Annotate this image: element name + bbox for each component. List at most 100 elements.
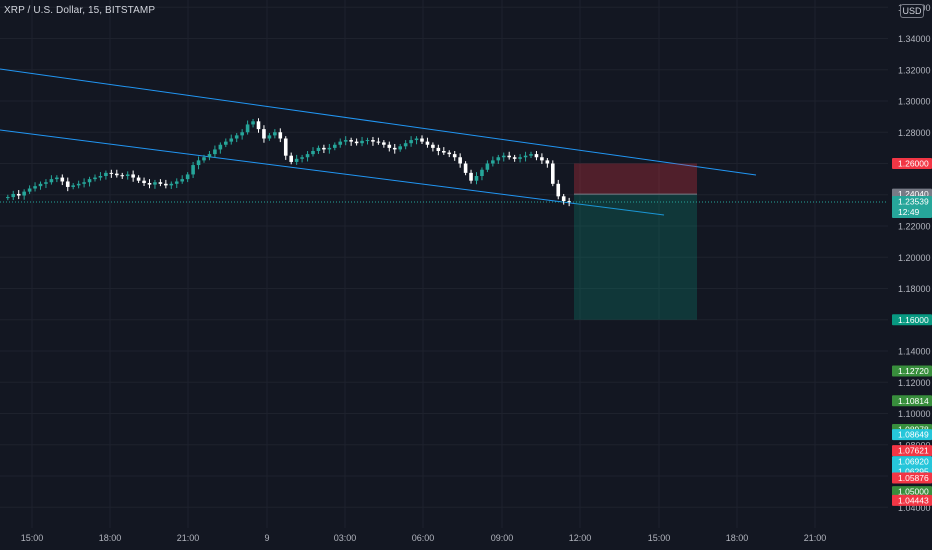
candle-body [104,172,108,176]
candle [354,138,359,146]
candle [65,177,70,192]
candle-body [327,147,332,150]
channel-lower-line[interactable] [0,129,665,216]
candle-body [196,160,201,166]
price-tick-label: 1.12000 [898,378,931,388]
price-tag-label: 1.24040 [898,189,929,199]
candle-body [87,179,92,183]
take-profit-zone[interactable] [574,194,697,320]
candle-body [458,157,462,164]
channel-upper-line[interactable] [0,68,757,176]
candle [387,141,392,152]
symbol-title[interactable]: XRP / U.S. Dollar, 15, BITSTAMP [4,5,156,16]
candle [507,151,511,160]
candle [240,129,244,140]
candle-body [44,182,48,184]
stop-loss-zone[interactable] [574,163,697,195]
candle-body [425,141,430,145]
candle-body [463,163,468,173]
candle [213,145,217,158]
candle [120,172,125,179]
time-axis[interactable]: 15:00 18:00 21:00 9 03:00 06:00 09:00 12:00 15:0… [0,528,888,550]
price-tag-label: 1.04443 [898,495,929,505]
candle-body [224,141,228,145]
candle-body [360,140,364,144]
short-position-tool[interactable] [574,163,697,320]
trend-channel[interactable] [0,68,757,216]
candle-body [180,179,184,182]
price-tag-label: 1.12720 [898,366,929,376]
candle-body [305,154,310,158]
price-tag-box [892,195,932,218]
price-tag-box [892,486,932,498]
candle-body [240,132,244,136]
candle [365,137,370,145]
candle [289,152,293,165]
price-tag-label: 1.16000 [898,315,929,325]
candle-body [22,191,26,196]
candle [256,118,261,133]
candle-body [540,157,544,161]
candle-body [283,138,288,156]
candle-body [213,149,217,155]
candle-body [218,144,223,150]
price-tick-label: 1.04000 [898,503,931,513]
candle [529,151,533,159]
candle [485,160,490,173]
candle [425,137,430,148]
price-tag: 1.16000 [892,314,932,326]
candle [523,151,528,162]
candle-body [294,158,299,162]
candle-body [207,154,212,158]
candle [360,136,364,147]
candle-body [6,197,10,199]
candle-body [267,135,272,139]
candle [414,136,419,145]
candle-body [507,155,511,158]
candle-body [147,183,152,185]
candle-body [251,121,255,125]
candle-body [561,196,566,201]
candle [338,138,343,148]
candle [463,161,468,176]
price-tag-label: 1.23539 [898,196,929,206]
candle [153,179,157,189]
candle [469,169,473,184]
price-tag: 1.08649 [892,429,932,441]
time-tick-label: 9 [264,533,269,543]
candle [202,154,206,163]
candle [431,142,435,152]
currency-button[interactable]: USD [900,4,924,18]
candle-body [371,140,375,142]
candle [273,129,277,139]
candle [349,137,353,146]
candle-body [158,182,163,184]
candle-body [398,146,402,150]
candle [169,181,174,189]
candle [458,153,462,168]
candle [245,120,250,135]
price-tag-label: 1.07621 [898,446,929,456]
candle [218,142,223,154]
candle-body [376,141,381,143]
candle [316,145,321,154]
price-tag-countdown: 12:49 [898,207,920,217]
time-tick-label: 21:00 [177,533,200,543]
candle-body [120,175,125,177]
price-tag: 1.04443 [892,494,932,506]
candle-body [33,186,37,189]
candle [420,135,424,144]
price-tag-box [892,445,932,457]
time-tick-label: 21:00 [804,533,827,543]
candle-body [452,154,457,158]
candle [496,154,501,164]
candle [300,154,304,163]
candle-body [551,163,555,184]
candle-body [545,160,550,164]
price-tag: 1.26000 [892,158,932,169]
candle [131,170,135,182]
candle-body [142,180,146,184]
